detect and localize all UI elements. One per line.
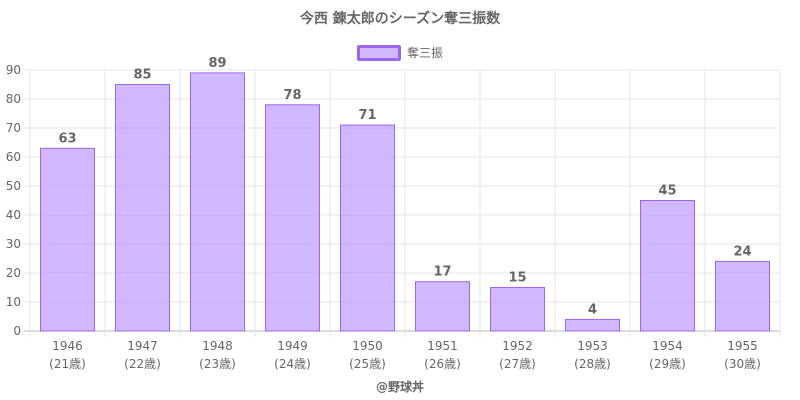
x-age-label: (24歳) bbox=[274, 357, 311, 371]
y-tick-label: 30 bbox=[6, 237, 21, 251]
data-label: 71 bbox=[358, 108, 376, 123]
x-age-label: (28歳) bbox=[574, 357, 611, 371]
x-tick-label: 1950 bbox=[352, 339, 383, 353]
data-label: 78 bbox=[283, 88, 301, 103]
x-age-label: (25歳) bbox=[349, 357, 386, 371]
legend-label: 奪三振 bbox=[406, 46, 443, 60]
data-label: 15 bbox=[508, 271, 526, 286]
chart-legend[interactable]: 奪三振 bbox=[0, 44, 800, 61]
bar-1952 bbox=[490, 287, 545, 332]
x-age-label: (29歳) bbox=[649, 357, 686, 371]
data-label: 24 bbox=[733, 244, 751, 259]
credit-label: @野球丼 bbox=[375, 380, 424, 394]
x-tick-label: 1948 bbox=[202, 339, 233, 353]
x-tick-label: 1946 bbox=[52, 339, 83, 353]
data-label: 45 bbox=[658, 184, 676, 199]
x-age-label: (23歳) bbox=[199, 357, 236, 371]
chart-title: 今西 錬太郎のシーズン奪三振数 bbox=[299, 11, 501, 27]
y-tick-label: 80 bbox=[6, 92, 21, 106]
x-age-label: (30歳) bbox=[724, 357, 761, 371]
x-age-label: (21歳) bbox=[49, 357, 86, 371]
data-label: 63 bbox=[58, 131, 76, 146]
y-tick-label: 70 bbox=[6, 121, 21, 135]
data-label: 17 bbox=[433, 265, 451, 280]
bar-1955 bbox=[715, 260, 770, 332]
data-label: 85 bbox=[133, 68, 151, 83]
x-tick-label: 1954 bbox=[652, 339, 683, 353]
x-tick-label: 1949 bbox=[277, 339, 308, 353]
data-label: 4 bbox=[588, 302, 597, 317]
x-age-label: (26歳) bbox=[424, 357, 461, 371]
bar-1954 bbox=[640, 200, 695, 332]
y-tick-label: 20 bbox=[6, 266, 21, 280]
bar-1951 bbox=[415, 281, 470, 332]
x-tick-label: 1955 bbox=[727, 339, 758, 353]
x-tick-label: 1953 bbox=[577, 339, 608, 353]
y-tick-label: 10 bbox=[6, 295, 21, 309]
y-tick-label: 60 bbox=[6, 150, 21, 164]
bar-1949 bbox=[265, 104, 320, 332]
y-tick-label: 90 bbox=[6, 63, 21, 77]
bar-1948 bbox=[190, 72, 245, 332]
bar-1947 bbox=[115, 84, 170, 332]
bar-1946 bbox=[40, 147, 95, 332]
x-age-label: (27歳) bbox=[499, 357, 536, 371]
legend-swatch bbox=[356, 44, 401, 61]
bar-1950 bbox=[340, 124, 395, 332]
x-tick-label: 1947 bbox=[127, 339, 158, 353]
y-tick-label: 50 bbox=[6, 179, 21, 193]
y-tick-label: 40 bbox=[6, 208, 21, 222]
bar-1953 bbox=[565, 318, 620, 332]
x-tick-label: 1951 bbox=[427, 339, 458, 353]
x-tick-label: 1952 bbox=[502, 339, 533, 353]
x-age-label: (22歳) bbox=[124, 357, 161, 371]
y-tick-label: 0 bbox=[13, 324, 21, 338]
data-label: 89 bbox=[208, 56, 226, 71]
